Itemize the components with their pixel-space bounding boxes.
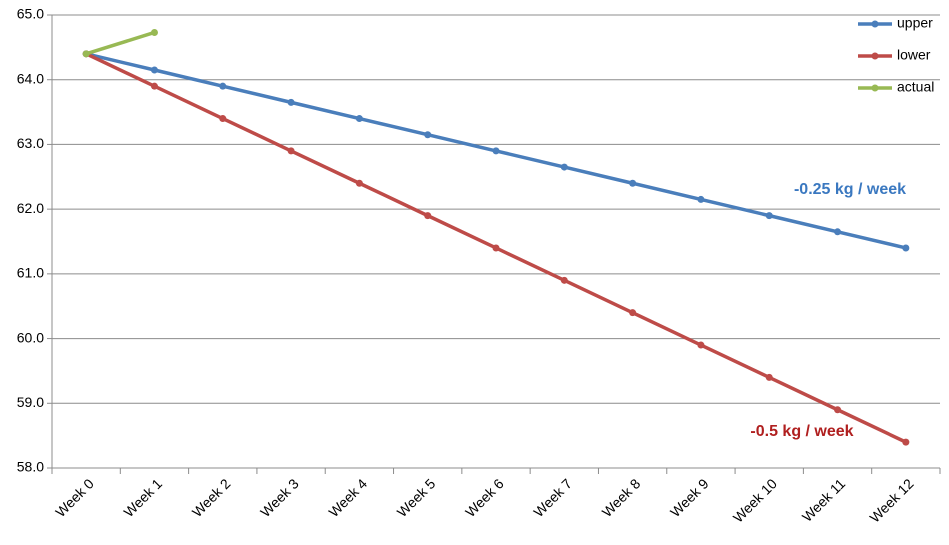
y-tick-label: 61.0 [17,265,44,281]
x-tick-label: Week 9 [667,475,712,520]
x-tick-label: Week 12 [866,475,916,525]
point [697,341,705,349]
x-tick-label: Week 2 [189,475,234,520]
point [492,147,500,155]
point [492,244,500,252]
point [697,195,705,203]
point [560,163,568,171]
point [902,244,910,252]
point [287,147,295,155]
point [765,212,773,220]
point [150,28,158,36]
legend-label: actual [897,79,934,95]
x-tick-label: Week 1 [120,475,165,520]
point [765,373,773,381]
y-tick-label: 62.0 [17,200,44,216]
x-tick-label: Week 10 [730,475,780,525]
x-tick-label: Week 5 [394,475,439,520]
y-tick-label: 60.0 [17,329,44,345]
x-tick-label: Week 3 [257,475,302,520]
point [219,115,227,123]
point [150,66,158,74]
legend-marker [871,52,879,60]
point [219,82,227,90]
y-tick-label: 64.0 [17,70,44,86]
point [82,50,90,58]
point [834,228,842,236]
legend-label: upper [897,15,933,31]
point [834,406,842,414]
series-line [85,30,155,56]
point [355,115,363,123]
y-tick-label: 63.0 [17,135,44,151]
point [902,438,910,446]
legend-label: lower [897,47,931,63]
point [629,309,637,317]
y-tick-label: 58.0 [17,459,44,475]
point [355,179,363,187]
annotation: -0.25 kg / week [794,181,906,198]
point [560,276,568,284]
x-tick-label: Week 4 [325,475,370,520]
point [424,131,432,139]
x-tick-label: Week 11 [799,475,849,525]
x-tick-label: Week 0 [52,475,97,520]
point [150,82,158,90]
point [287,98,295,106]
legend-marker [871,84,879,92]
y-tick-label: 59.0 [17,394,44,410]
x-tick-label: Week 8 [599,475,644,520]
x-tick-label: Week 7 [530,475,575,520]
x-tick-label: Week 6 [462,475,507,520]
y-tick-label: 65.0 [17,6,44,22]
point [629,179,637,187]
legend-marker [871,20,879,28]
annotation: -0.5 kg / week [750,423,853,440]
point [424,212,432,220]
